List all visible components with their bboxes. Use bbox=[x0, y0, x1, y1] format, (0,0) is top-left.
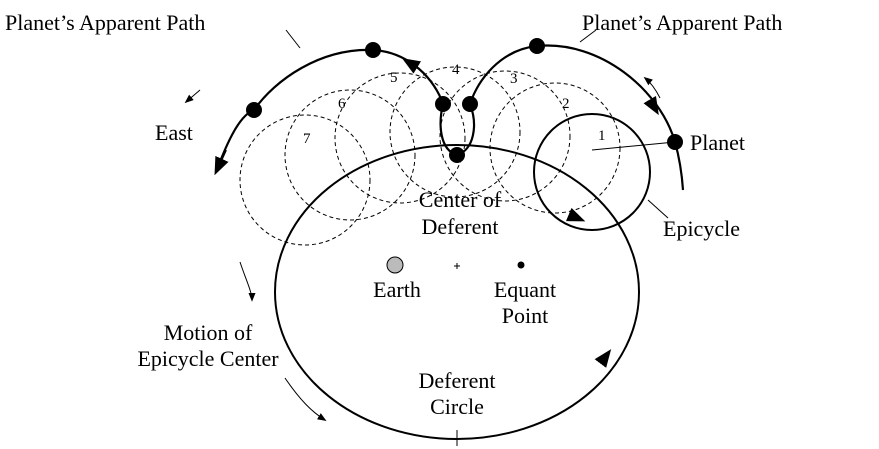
planet-dot bbox=[435, 96, 451, 112]
equant-point bbox=[517, 261, 525, 269]
label: Deferent bbox=[419, 368, 496, 393]
label: Epicycle Center bbox=[137, 346, 279, 371]
path-arrow bbox=[643, 95, 659, 116]
planet-arrow bbox=[643, 76, 661, 99]
motion-arrow bbox=[284, 377, 327, 421]
dashed-epicycle bbox=[439, 70, 571, 202]
planet-dot bbox=[365, 42, 381, 58]
label: Planet’s Apparent Path bbox=[582, 10, 782, 35]
earth bbox=[386, 256, 404, 274]
label: Center of bbox=[419, 187, 502, 212]
path-arrow bbox=[214, 149, 229, 176]
label: Circle bbox=[430, 394, 484, 419]
epicycle-radius bbox=[591, 141, 676, 151]
deferent-arrow bbox=[594, 349, 612, 368]
position-number: 1 bbox=[598, 128, 606, 144]
dashed-epicycle bbox=[239, 114, 371, 246]
label: Planet’s Apparent Path bbox=[5, 10, 205, 35]
position-number: 6 bbox=[338, 96, 346, 112]
planet-dot bbox=[246, 102, 262, 118]
label: Point bbox=[502, 303, 548, 328]
label: Equant bbox=[494, 277, 556, 302]
position-number: 7 bbox=[303, 131, 311, 147]
dashed-epicycle bbox=[334, 72, 466, 204]
dashed-epicycle bbox=[489, 82, 621, 214]
label: Earth bbox=[373, 277, 421, 302]
path-arrow bbox=[401, 58, 422, 74]
planet-dot bbox=[449, 147, 465, 163]
label: Deferent bbox=[422, 214, 499, 239]
position-number: 4 bbox=[452, 62, 460, 78]
planet-dot bbox=[529, 38, 545, 54]
position-number: 2 bbox=[562, 96, 570, 112]
planet-dot bbox=[667, 134, 683, 150]
motion-arrow bbox=[239, 261, 256, 302]
planet-dot bbox=[462, 96, 478, 112]
label: Motion of bbox=[164, 320, 253, 345]
pointer bbox=[579, 29, 597, 43]
epicycle bbox=[533, 113, 651, 231]
label: Planet bbox=[690, 130, 745, 155]
deferent-center bbox=[454, 263, 460, 269]
dashed-epicycle bbox=[389, 66, 521, 198]
planet-positions bbox=[246, 38, 683, 163]
label: East bbox=[155, 120, 193, 145]
pointer bbox=[285, 29, 301, 49]
pointer bbox=[647, 199, 669, 219]
position-number: 5 bbox=[390, 70, 398, 86]
dashed-epicycle bbox=[284, 89, 416, 221]
label: Epicycle bbox=[663, 216, 740, 241]
epicycle-arrow bbox=[565, 207, 586, 222]
position-number: 3 bbox=[510, 71, 518, 87]
east-arrow bbox=[184, 89, 201, 104]
